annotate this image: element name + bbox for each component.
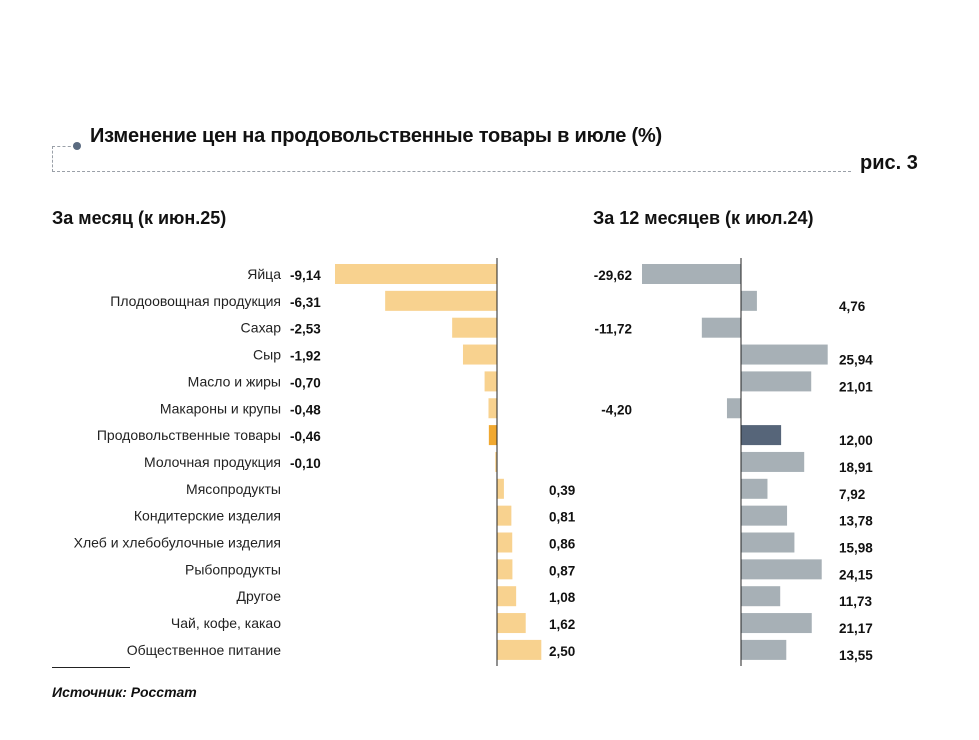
monthly-value-label: 0,86 bbox=[549, 537, 576, 552]
annual-panel-title: За 12 месяцев (к июл.24) bbox=[593, 208, 814, 228]
annual-value-label: 25,94 bbox=[839, 353, 873, 368]
monthly-bar-11 bbox=[497, 559, 513, 580]
monthly-value-label: 0,81 bbox=[549, 510, 576, 525]
monthly-value-label: -0,46 bbox=[290, 429, 321, 444]
monthly-bar-2 bbox=[452, 317, 497, 338]
category-label: Кондитерские изделия bbox=[134, 508, 281, 524]
category-label: Общественное питание bbox=[127, 642, 281, 658]
annual-bar-10 bbox=[741, 532, 795, 553]
annual-bar-7 bbox=[741, 451, 805, 472]
chart-title: Изменение цен на продовольственные товар… bbox=[90, 125, 663, 147]
annual-bar-5 bbox=[726, 398, 741, 419]
monthly-value-label: -0,10 bbox=[290, 456, 321, 471]
annual-bar-9 bbox=[741, 505, 788, 526]
title-frame-top bbox=[52, 146, 76, 147]
monthly-bar-10 bbox=[497, 532, 513, 553]
monthly-value-label: 0,87 bbox=[549, 563, 575, 578]
category-label: Продовольственные товары bbox=[97, 427, 281, 443]
annual-value-label: 7,92 bbox=[839, 487, 865, 502]
annual-value-label: 24,15 bbox=[839, 567, 873, 582]
category-label: Сыр bbox=[253, 347, 281, 363]
monthly-bar-3 bbox=[462, 344, 497, 365]
category-label: Яйца bbox=[247, 266, 281, 282]
title-frame bbox=[52, 146, 851, 172]
monthly-value-label: -9,14 bbox=[290, 268, 321, 283]
annual-value-label: -4,20 bbox=[601, 402, 632, 417]
annual-bar-6 bbox=[741, 425, 782, 446]
monthly-bar-8 bbox=[497, 478, 504, 499]
annual-value-label: 13,55 bbox=[839, 648, 873, 663]
annual-value-label: 15,98 bbox=[839, 541, 873, 556]
monthly-value-label: -2,53 bbox=[290, 322, 321, 337]
monthly-bar-7 bbox=[495, 451, 497, 472]
monthly-value-label: 0,39 bbox=[549, 483, 575, 498]
annual-bar-2 bbox=[701, 317, 741, 338]
source-note: Источник: Росстат bbox=[52, 684, 197, 700]
annual-value-label: 13,78 bbox=[839, 514, 873, 529]
monthly-bar-4 bbox=[484, 371, 497, 392]
category-label: Макароны и крупы bbox=[160, 400, 281, 416]
source-divider bbox=[52, 667, 130, 668]
annual-value-label: 21,17 bbox=[839, 621, 873, 636]
monthly-value-label: -0,48 bbox=[290, 402, 321, 417]
annual-value-label: 21,01 bbox=[839, 379, 873, 394]
category-label: Хлеб и хлебобулочные изделия bbox=[74, 535, 281, 551]
category-label: Масло и жиры bbox=[188, 373, 281, 389]
monthly-bar-0 bbox=[335, 264, 497, 284]
category-label: Чай, кофе, какао bbox=[171, 615, 281, 631]
annual-value-label: 18,91 bbox=[839, 460, 873, 475]
category-label: Молочная продукция bbox=[144, 454, 281, 470]
annual-bar-14 bbox=[741, 639, 787, 660]
category-label: Мясопродукты bbox=[186, 481, 281, 497]
category-label: Сахар bbox=[241, 320, 282, 336]
monthly-bar-14 bbox=[497, 639, 542, 660]
title-bullet-icon bbox=[73, 142, 81, 150]
category-label: Другое bbox=[237, 588, 282, 604]
annual-value-label: 12,00 bbox=[839, 433, 873, 448]
annual-bar-8 bbox=[741, 478, 768, 499]
monthly-value-label: -6,31 bbox=[290, 295, 321, 310]
annual-value-label: -11,72 bbox=[594, 322, 632, 337]
monthly-bar-5 bbox=[488, 398, 497, 419]
annual-bar-12 bbox=[741, 586, 781, 607]
annual-value-label: 4,76 bbox=[839, 299, 866, 314]
annual-bar-4 bbox=[741, 371, 812, 392]
monthly-value-label: 1,62 bbox=[549, 617, 575, 632]
monthly-bar-1 bbox=[385, 290, 497, 311]
monthly-bar-9 bbox=[497, 505, 512, 526]
figure-label: рис. 3 bbox=[860, 152, 918, 174]
annual-value-label: -29,62 bbox=[594, 268, 632, 283]
annual-bar-11 bbox=[741, 559, 822, 580]
category-label: Плодоовощная продукция bbox=[110, 293, 281, 309]
monthly-value-label: -1,92 bbox=[290, 349, 321, 364]
monthly-bar-13 bbox=[497, 613, 526, 634]
monthly-value-label: 2,50 bbox=[549, 644, 575, 659]
annual-bar-13 bbox=[741, 613, 812, 634]
annual-bar-3 bbox=[741, 344, 828, 365]
annual-bar-1 bbox=[741, 290, 757, 311]
monthly-value-label: 1,08 bbox=[549, 590, 576, 605]
category-label: Рыбопродукты bbox=[185, 561, 281, 577]
monthly-panel-title: За месяц (к июн.25) bbox=[52, 208, 227, 228]
monthly-value-label: -0,70 bbox=[290, 375, 321, 390]
monthly-bar-6 bbox=[488, 425, 497, 446]
annual-value-label: 11,73 bbox=[839, 594, 873, 609]
monthly-bar-12 bbox=[497, 586, 517, 607]
annual-bar-0 bbox=[642, 264, 741, 284]
